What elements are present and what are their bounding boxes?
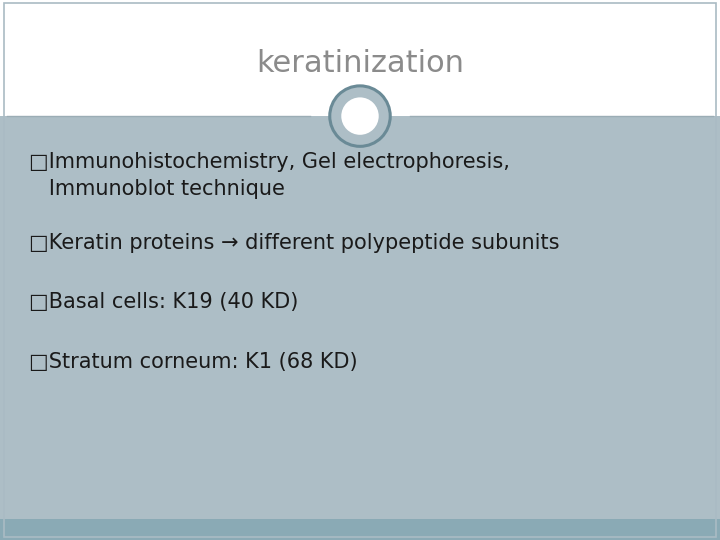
FancyBboxPatch shape [0,519,720,540]
Text: Immunoblot technique: Immunoblot technique [29,179,284,199]
Text: □Stratum corneum: K1 (68 KD): □Stratum corneum: K1 (68 KD) [29,352,357,372]
FancyBboxPatch shape [0,0,720,116]
Text: keratinization: keratinization [256,49,464,78]
FancyBboxPatch shape [0,116,720,519]
Text: □Keratin proteins → different polypeptide subunits: □Keratin proteins → different polypeptid… [29,233,559,253]
Text: □Immunohistochemistry, Gel electrophoresis,: □Immunohistochemistry, Gel electrophores… [29,152,510,172]
Text: □Basal cells: K19 (40 KD): □Basal cells: K19 (40 KD) [29,292,298,313]
Ellipse shape [341,97,379,135]
Ellipse shape [330,86,390,146]
